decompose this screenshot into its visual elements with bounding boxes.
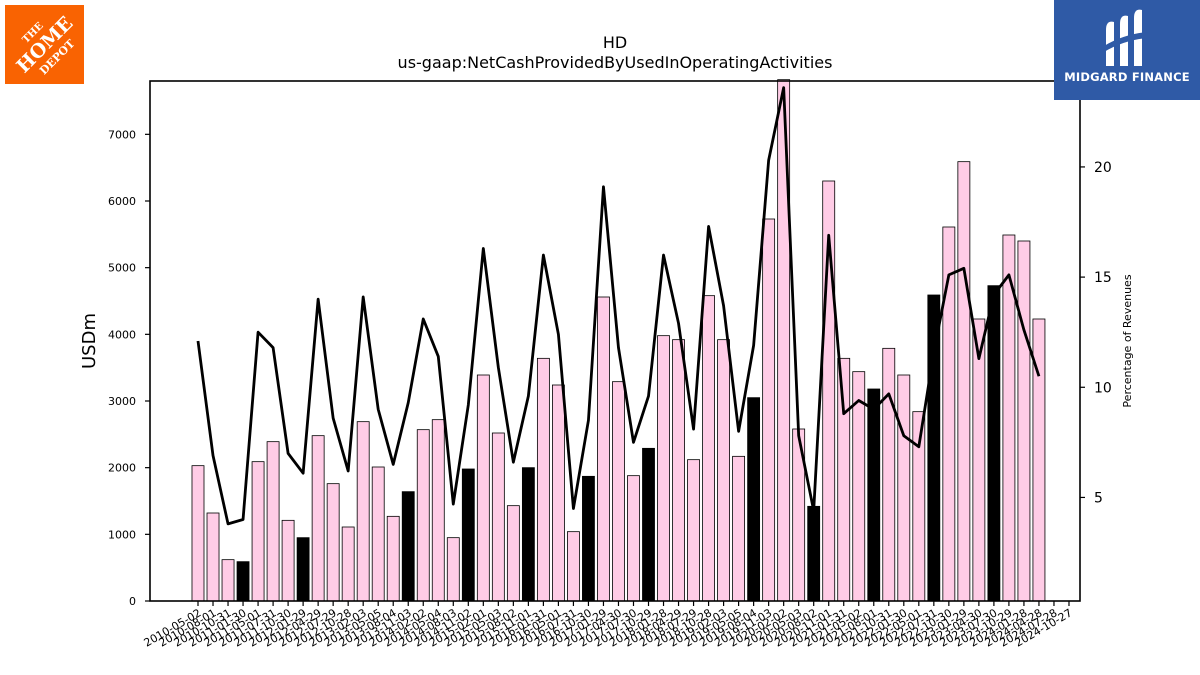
line-series [196, 86, 1041, 526]
home-depot-logo: THE HOME DEPOT [5, 5, 84, 84]
y-axis-label: USDm [79, 313, 100, 369]
bar [747, 397, 761, 602]
line-series-path [196, 86, 1041, 526]
bar [476, 374, 490, 602]
bar [461, 468, 475, 602]
y2-axis-label: Percentage of Revenues [1121, 274, 1134, 407]
bar [672, 339, 685, 602]
y-tick-label: 5000 [108, 262, 136, 275]
y2-tick-label: 15 [1094, 270, 1112, 286]
axes [149, 80, 1081, 602]
bar [927, 294, 941, 602]
bar [972, 318, 986, 602]
bar [627, 475, 640, 602]
bar [191, 465, 205, 602]
bar [987, 285, 1001, 602]
bar [296, 537, 310, 602]
bar [882, 347, 896, 602]
x-ticks: 2010-05-022010-08-012010-10-312011-01-30… [142, 601, 1074, 650]
bar [236, 561, 250, 602]
chart-subtitle: us-gaap:NetCashProvidedByUsedInOperating… [398, 53, 833, 72]
bar [612, 381, 625, 602]
y2-ticks: 5 10 15 20 [1080, 160, 1112, 506]
bar [341, 526, 355, 602]
bar [446, 537, 460, 602]
bar [867, 388, 881, 602]
y2-tick-label: 10 [1094, 380, 1112, 396]
bar [521, 467, 535, 602]
bar [1017, 240, 1031, 602]
bar [717, 339, 731, 602]
plot-frame [149, 80, 1081, 602]
y-tick-label: 7000 [108, 128, 136, 141]
bar [567, 531, 580, 602]
bar [251, 461, 265, 602]
y-tick-label: 6000 [108, 195, 136, 208]
bar [552, 384, 565, 602]
bar [807, 505, 821, 602]
bar [762, 218, 776, 602]
y-tick-label: 2000 [108, 462, 136, 475]
bar [431, 419, 445, 602]
midgard-finance-logo: MIDGARD FINANCE [1054, 0, 1200, 100]
bar [837, 357, 851, 602]
y-tick-label: 3000 [108, 395, 136, 408]
y-tick-label: 1000 [108, 528, 136, 541]
bar [506, 505, 520, 602]
bar [386, 515, 400, 602]
bar [687, 459, 700, 602]
y-tick-label: 4000 [108, 328, 136, 341]
bar [942, 226, 956, 602]
bar [957, 161, 971, 602]
bar [221, 559, 235, 602]
bar [702, 295, 715, 602]
bar [536, 357, 550, 602]
bar [582, 475, 595, 602]
y2-tick-label: 5 [1094, 490, 1103, 506]
bar [416, 429, 430, 602]
bar [491, 432, 505, 602]
y2-tick-label: 20 [1094, 160, 1112, 176]
bar [206, 512, 220, 602]
y-tick-label: 0 [129, 595, 136, 608]
bar [642, 447, 655, 602]
bar [311, 435, 325, 602]
bar [326, 483, 340, 602]
bar [371, 466, 385, 602]
chart-title: HD [603, 33, 627, 52]
bar [597, 296, 610, 602]
bar [266, 441, 280, 602]
bar [852, 371, 866, 602]
bar [732, 455, 746, 602]
bar [281, 519, 295, 602]
bar [356, 421, 370, 602]
bar [401, 491, 415, 602]
y-ticks: 0 1000 2000 3000 4000 5000 6000 7000 [108, 128, 150, 608]
bar [897, 374, 911, 602]
midgard-mark-icon [1104, 9, 1148, 66]
midgard-finance-wordmark: MIDGARD FINANCE [1064, 70, 1190, 84]
bar [657, 335, 670, 602]
